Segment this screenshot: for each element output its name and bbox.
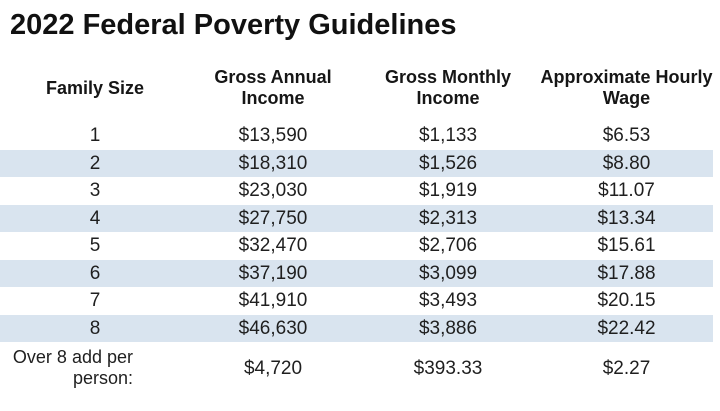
cell-gross-monthly-income: $2,313 bbox=[418, 207, 478, 229]
cell-family-size: 1 bbox=[89, 125, 101, 146]
cell-gross-monthly-income: $2,706 bbox=[418, 235, 478, 256]
column-header-family-size: Family Size bbox=[45, 77, 145, 98]
cell-gross-monthly-income: $3,099 bbox=[418, 262, 478, 284]
table-row-over-8: Over 8 add per person: $4,720 $393.33 $2… bbox=[0, 342, 713, 394]
cell-gross-annual-income: $4,720 bbox=[243, 357, 303, 379]
table-row-7: 7 $41,910 $3,493 $20.15 bbox=[0, 287, 713, 315]
cell-gross-annual-income: $27,750 bbox=[238, 207, 308, 229]
cell-approximate-hourly-wage: $6.53 bbox=[602, 125, 651, 146]
cell-approximate-hourly-wage: $17.88 bbox=[597, 262, 656, 284]
cell-approximate-hourly-wage: $2.27 bbox=[602, 357, 651, 379]
cell-family-size: 4 bbox=[89, 207, 101, 229]
table-row-2: 2 $18,310 $1,526 $8.80 bbox=[0, 149, 713, 177]
cell-family-size: Over 8 add per person: bbox=[12, 347, 133, 388]
cell-gross-monthly-income: $1,133 bbox=[418, 125, 478, 146]
table-row-1: 1 $13,590 $1,133 $6.53 bbox=[0, 122, 713, 150]
poverty-guidelines-page: 2022 Federal Poverty Guidelines Family S… bbox=[0, 8, 720, 394]
cell-gross-annual-income: $41,910 bbox=[238, 290, 308, 311]
column-header-approximate-hourly-wage: Approximate Hourly Wage bbox=[540, 67, 713, 108]
column-header-gross-monthly-income: Gross Monthly Income bbox=[384, 67, 511, 108]
cell-gross-monthly-income: $3,886 bbox=[418, 317, 478, 339]
table-row-6: 6 $37,190 $3,099 $17.88 bbox=[0, 259, 713, 287]
cell-gross-annual-income: $46,630 bbox=[238, 317, 308, 339]
cell-gross-monthly-income: $393.33 bbox=[413, 357, 483, 379]
table-header-row: Family Size Gross Annual Income Gross Mo… bbox=[0, 60, 713, 116]
cell-gross-annual-income: $18,310 bbox=[238, 152, 308, 174]
table-row-4: 4 $27,750 $2,313 $13.34 bbox=[0, 204, 713, 232]
cell-family-size: 3 bbox=[89, 180, 101, 201]
cell-gross-monthly-income: $1,919 bbox=[418, 180, 478, 201]
poverty-guidelines-table: Family Size Gross Annual Income Gross Mo… bbox=[0, 60, 713, 394]
cell-approximate-hourly-wage: $22.42 bbox=[597, 317, 656, 339]
cell-approximate-hourly-wage: $11.07 bbox=[598, 180, 655, 201]
cell-family-size: 2 bbox=[89, 152, 101, 174]
cell-family-size: 8 bbox=[89, 317, 101, 339]
cell-gross-annual-income: $23,030 bbox=[238, 180, 308, 201]
cell-approximate-hourly-wage: $15.61 bbox=[597, 235, 656, 256]
cell-gross-annual-income: $32,470 bbox=[238, 235, 308, 256]
column-header-gross-annual-income: Gross Annual Income bbox=[214, 67, 332, 108]
cell-family-size: 7 bbox=[89, 290, 101, 311]
cell-family-size: 6 bbox=[89, 262, 101, 284]
table-row-5: 5 $32,470 $2,706 $15.61 bbox=[0, 232, 713, 260]
table-row-3: 3 $23,030 $1,919 $11.07 bbox=[0, 177, 713, 205]
cell-gross-annual-income: $13,590 bbox=[238, 125, 308, 146]
cell-approximate-hourly-wage: $20.15 bbox=[597, 290, 656, 311]
cell-family-size: 5 bbox=[89, 235, 101, 256]
cell-gross-annual-income: $37,190 bbox=[238, 262, 308, 284]
page-title: 2022 Federal Poverty Guidelines bbox=[10, 9, 457, 41]
cell-gross-monthly-income: $1,526 bbox=[418, 152, 478, 174]
cell-approximate-hourly-wage: $8.80 bbox=[602, 152, 651, 174]
cell-gross-monthly-income: $3,493 bbox=[418, 290, 478, 311]
cell-approximate-hourly-wage: $13.34 bbox=[597, 207, 656, 229]
table-row-8: 8 $46,630 $3,886 $22.42 bbox=[0, 314, 713, 342]
